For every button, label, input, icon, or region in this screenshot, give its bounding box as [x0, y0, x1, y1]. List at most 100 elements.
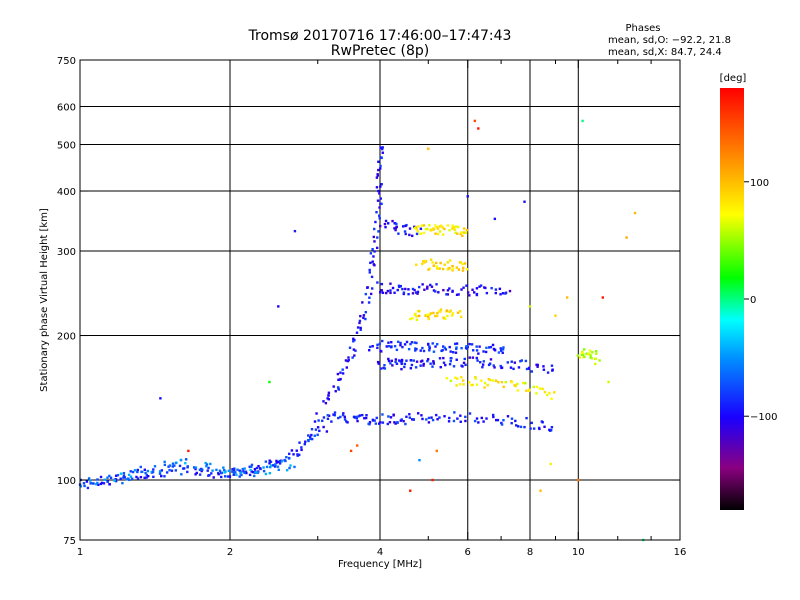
data-point — [435, 413, 438, 417]
data-point — [500, 366, 503, 370]
y-tick-label: 100 — [57, 476, 76, 487]
data-point — [402, 291, 406, 294]
data-point — [375, 416, 378, 420]
data-point — [354, 349, 357, 352]
data-point — [143, 468, 147, 471]
data-point — [455, 384, 458, 387]
chart-title: Tromsø 20170716 17:46:00–17:47:43 — [248, 28, 512, 44]
data-point — [375, 211, 378, 214]
data-point — [123, 476, 127, 479]
data-point — [471, 356, 475, 359]
data-point — [285, 456, 288, 459]
data-point — [436, 342, 439, 346]
data-point — [432, 227, 435, 230]
data-point — [410, 341, 414, 344]
data-point — [333, 413, 337, 417]
data-point — [378, 291, 382, 294]
data-point — [405, 415, 408, 418]
data-point — [394, 228, 397, 232]
data-point — [387, 359, 391, 363]
data-point — [447, 420, 451, 423]
data-point — [415, 341, 418, 345]
data-point — [375, 186, 379, 189]
data-point — [326, 397, 329, 400]
data-point — [423, 288, 426, 291]
data-point — [366, 286, 369, 289]
data-point — [171, 465, 175, 468]
data-point — [483, 381, 487, 385]
data-point — [408, 227, 412, 230]
data-point — [242, 470, 245, 473]
data-point — [99, 475, 103, 479]
data-point — [462, 227, 466, 230]
data-point — [548, 428, 551, 432]
data-point — [465, 347, 469, 350]
colorbar-tick-label: −100 — [750, 412, 777, 423]
data-point — [376, 236, 379, 239]
data-point — [583, 355, 586, 358]
data-point — [217, 472, 220, 476]
data-point — [397, 232, 400, 235]
data-point — [402, 419, 405, 423]
data-point — [500, 380, 504, 384]
data-point — [419, 364, 422, 367]
data-point — [428, 349, 431, 352]
data-point — [434, 232, 437, 235]
data-point — [381, 421, 385, 424]
data-point — [489, 358, 493, 361]
data-point — [399, 419, 402, 422]
data-point — [442, 288, 445, 292]
data-point — [475, 383, 479, 386]
data-point — [432, 311, 435, 315]
data-point — [448, 267, 451, 270]
data-point — [401, 225, 405, 228]
data-point — [391, 286, 395, 290]
data-point — [432, 360, 435, 363]
data-point — [442, 345, 445, 348]
data-point — [448, 228, 451, 232]
stats-heading: Phases — [625, 23, 660, 34]
data-point — [390, 359, 393, 363]
data-point — [594, 350, 598, 353]
data-point — [415, 347, 418, 351]
data-point — [500, 421, 503, 425]
data-point — [485, 417, 488, 420]
data-point — [487, 363, 491, 367]
data-point — [441, 348, 444, 352]
data-point — [355, 417, 359, 420]
data-point — [463, 262, 467, 265]
data-point — [388, 421, 392, 424]
data-point — [345, 420, 348, 423]
data-point — [457, 293, 460, 296]
data-point — [415, 263, 418, 266]
data-point — [383, 363, 386, 367]
data-point — [426, 313, 429, 316]
data-point — [477, 127, 480, 130]
data-point — [201, 468, 204, 471]
data-point — [585, 352, 588, 355]
data-point — [413, 288, 416, 292]
data-point — [445, 377, 449, 380]
data-point — [475, 345, 478, 348]
data-point — [330, 420, 333, 423]
data-point — [422, 362, 425, 366]
data-point — [485, 346, 488, 350]
data-point — [389, 362, 392, 365]
data-point — [292, 453, 295, 456]
data-point — [353, 354, 356, 357]
data-point — [510, 417, 514, 420]
data-point — [416, 292, 419, 295]
data-point — [480, 379, 483, 382]
data-point — [127, 478, 131, 482]
data-point — [206, 469, 209, 472]
data-point — [524, 359, 528, 363]
data-point — [325, 430, 329, 433]
data-point — [422, 364, 425, 367]
data-point — [390, 340, 393, 344]
data-point — [144, 471, 147, 475]
data-point — [234, 471, 237, 474]
data-point — [290, 449, 294, 452]
data-point — [549, 428, 553, 432]
data-point — [532, 427, 536, 430]
data-point — [442, 356, 445, 360]
